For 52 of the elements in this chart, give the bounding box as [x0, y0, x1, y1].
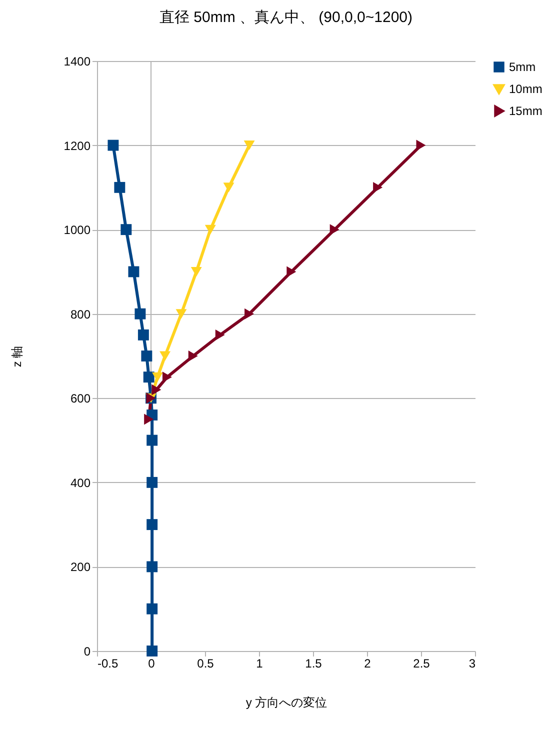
point	[244, 308, 254, 320]
point	[330, 224, 340, 236]
y-axis-title: z 軸	[10, 346, 24, 368]
x-tick-label: 2	[364, 656, 372, 670]
chart-title: 直径 50mm 、真ん中、 (90,0,0~1200)	[159, 9, 413, 26]
x-tick-label: -0.5	[98, 656, 119, 670]
x-axis-title: y 方向への変位	[246, 696, 328, 710]
point	[176, 309, 187, 319]
point	[146, 603, 158, 614]
point	[416, 140, 426, 151]
point	[138, 329, 149, 340]
point	[373, 182, 383, 193]
x-tick-label: 3	[468, 656, 476, 670]
point	[286, 266, 296, 278]
point	[152, 384, 162, 396]
point	[143, 372, 154, 383]
point	[108, 140, 119, 151]
point	[152, 372, 163, 382]
x-tick-label: 0	[148, 656, 156, 670]
point	[146, 561, 158, 572]
x-tick-label: 1.5	[305, 656, 322, 670]
x-tick-label: 2.5	[413, 656, 430, 670]
point	[146, 434, 158, 446]
point	[223, 182, 234, 192]
y-tick-label: 1200	[64, 138, 91, 153]
point	[144, 414, 154, 425]
point	[215, 329, 225, 340]
point	[190, 266, 202, 276]
x-tick-label: 0.5	[197, 656, 214, 670]
legend-label: 15mm	[509, 104, 542, 118]
point	[204, 224, 216, 234]
y-tick-label: 800	[70, 307, 91, 322]
legend-label: 10mm	[509, 82, 542, 96]
point	[141, 350, 152, 362]
point	[120, 224, 132, 236]
y-tick-label: 400	[70, 476, 91, 490]
y-tick-label: 200	[70, 560, 91, 574]
point	[146, 519, 158, 530]
point	[134, 308, 146, 320]
legend-label: 5mm	[509, 60, 536, 74]
x-tick-label: 1	[256, 656, 264, 670]
point	[160, 351, 171, 361]
point	[188, 350, 198, 362]
point	[114, 182, 126, 193]
point	[128, 266, 140, 278]
y-tick-label: 1400	[64, 54, 91, 68]
point	[244, 140, 255, 150]
point	[146, 646, 158, 656]
y-tick-label: 0	[84, 644, 91, 658]
y-tick-label: 600	[70, 392, 91, 406]
y-tick-label: 1000	[64, 223, 91, 238]
point	[146, 476, 158, 488]
